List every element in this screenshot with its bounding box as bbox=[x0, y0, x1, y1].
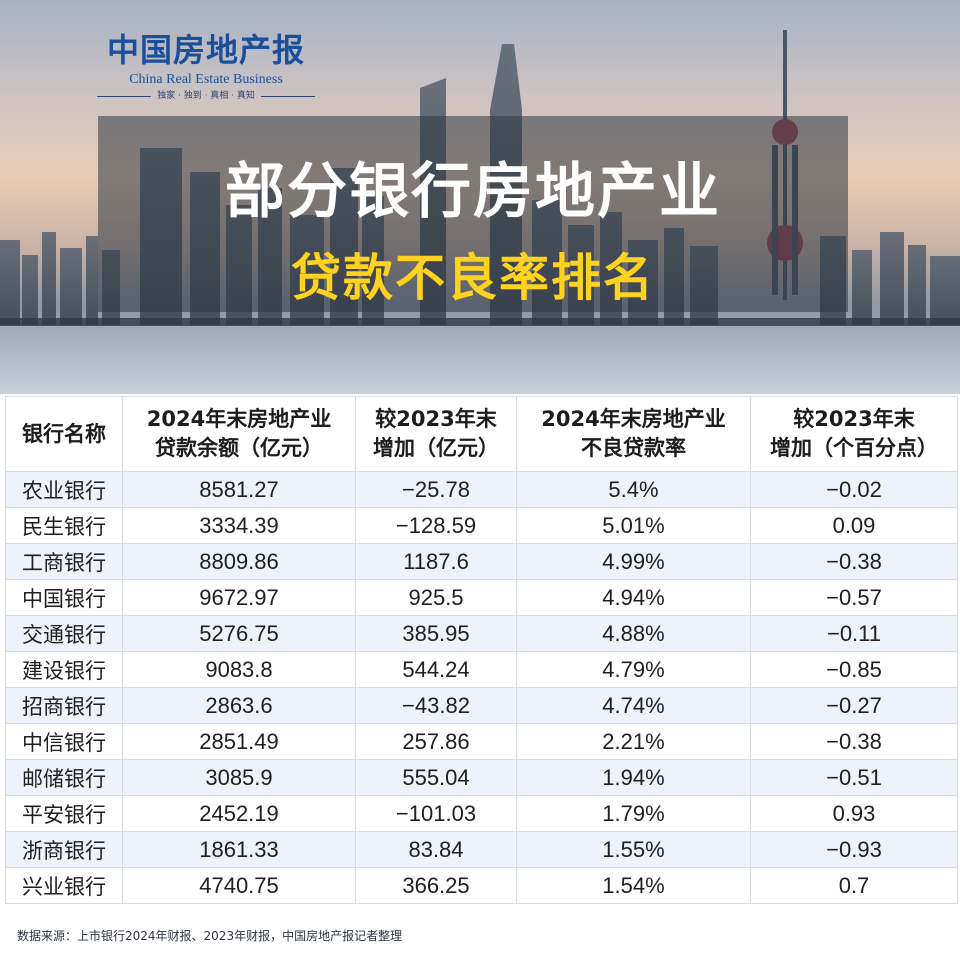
balance-change: 366.25 bbox=[355, 867, 517, 904]
npl-rate: 5.4% bbox=[516, 471, 751, 508]
balance-change: 83.84 bbox=[355, 831, 517, 868]
loan-balance: 5276.75 bbox=[122, 615, 356, 652]
column-header-npl-rate: 2024年末房地产业 不良贷款率 bbox=[516, 396, 751, 472]
loan-balance: 8809.86 bbox=[122, 543, 356, 580]
npl-rate: 1.55% bbox=[516, 831, 751, 868]
npl-rate: 1.54% bbox=[516, 867, 751, 904]
table-row: 浙商银行 1861.33 83.84 1.55% −0.93 bbox=[5, 831, 958, 868]
balance-change: 1187.6 bbox=[355, 543, 517, 580]
npl-rate: 4.74% bbox=[516, 687, 751, 724]
tagline-divider-right bbox=[260, 95, 315, 97]
brand-tagline: 独家 · 独到 · 真相 · 真知 bbox=[157, 91, 255, 101]
balance-change: 385.95 bbox=[355, 615, 517, 652]
table-row: 兴业银行 4740.75 366.25 1.54% 0.7 bbox=[5, 867, 958, 904]
rate-change: 0.93 bbox=[750, 795, 958, 832]
loan-balance: 2863.6 bbox=[122, 687, 356, 724]
loan-balance: 4740.75 bbox=[122, 867, 356, 904]
npl-ranking-table: 银行名称 2024年末房地产业 贷款余额（亿元） 较2023年末 增加（亿元） 20… bbox=[5, 396, 958, 904]
bank-name: 浙商银行 bbox=[5, 831, 123, 868]
brand-logo: 中国房地产报 China Real Estate Business 独家 · 独… bbox=[97, 30, 315, 102]
table-row: 平安银行 2452.19 −101.03 1.79% 0.93 bbox=[5, 795, 958, 832]
rate-change: −0.02 bbox=[750, 471, 958, 508]
table-row: 工商银行 8809.86 1187.6 4.99% −0.38 bbox=[5, 543, 958, 580]
npl-rate: 4.99% bbox=[516, 543, 751, 580]
rate-change: −0.93 bbox=[750, 831, 958, 868]
balance-change: 544.24 bbox=[355, 651, 517, 688]
rate-change: −0.38 bbox=[750, 723, 958, 760]
rate-change: 0.7 bbox=[750, 867, 958, 904]
balance-change: −25.78 bbox=[355, 471, 517, 508]
npl-rate: 4.88% bbox=[516, 615, 751, 652]
rate-change: −0.38 bbox=[750, 543, 958, 580]
npl-rate: 4.94% bbox=[516, 579, 751, 616]
bank-name: 中信银行 bbox=[5, 723, 123, 760]
data-source-note: 数据来源：上市银行2024年财报、2023年财报，中国房地产报记者整理 bbox=[17, 929, 403, 943]
page-title: 部分银行房地产业 bbox=[225, 157, 721, 227]
npl-rate: 1.94% bbox=[516, 759, 751, 796]
bank-name: 平安银行 bbox=[5, 795, 123, 832]
column-header-bank: 银行名称 bbox=[5, 396, 123, 472]
bank-name: 招商银行 bbox=[5, 687, 123, 724]
balance-change: 925.5 bbox=[355, 579, 517, 616]
bank-name: 邮储银行 bbox=[5, 759, 123, 796]
table-row: 农业银行 8581.27 −25.78 5.4% −0.02 bbox=[5, 471, 958, 508]
column-header-balance: 2024年末房地产业 贷款余额（亿元） bbox=[122, 396, 356, 472]
balance-change: −128.59 bbox=[355, 507, 517, 544]
npl-rate: 2.21% bbox=[516, 723, 751, 760]
bank-name: 中国银行 bbox=[5, 579, 123, 616]
loan-balance: 9083.8 bbox=[122, 651, 356, 688]
table-header-row: 银行名称 2024年末房地产业 贷款余额（亿元） 较2023年末 增加（亿元） 20… bbox=[5, 396, 958, 472]
brand-name-cn: 中国房地产报 bbox=[106, 31, 305, 69]
tagline-divider-left bbox=[97, 95, 152, 97]
rate-change: −0.57 bbox=[750, 579, 958, 616]
balance-change: 555.04 bbox=[355, 759, 517, 796]
rate-change: −0.85 bbox=[750, 651, 958, 688]
balance-change: 257.86 bbox=[355, 723, 517, 760]
bank-name: 工商银行 bbox=[5, 543, 123, 580]
table-row: 招商银行 2863.6 −43.82 4.74% −0.27 bbox=[5, 687, 958, 724]
loan-balance: 8581.27 bbox=[122, 471, 356, 508]
brand-name-en: China Real Estate Business bbox=[129, 72, 283, 87]
rate-change: −0.51 bbox=[750, 759, 958, 796]
bank-name: 兴业银行 bbox=[5, 867, 123, 904]
balance-change: −101.03 bbox=[355, 795, 517, 832]
loan-balance: 2452.19 bbox=[122, 795, 356, 832]
rate-change: −0.27 bbox=[750, 687, 958, 724]
loan-balance: 3085.9 bbox=[122, 759, 356, 796]
npl-rate: 1.79% bbox=[516, 795, 751, 832]
loan-balance: 9672.97 bbox=[122, 579, 356, 616]
table-row: 建设银行 9083.8 544.24 4.79% −0.85 bbox=[5, 651, 958, 688]
table-row: 中信银行 2851.49 257.86 2.21% −0.38 bbox=[5, 723, 958, 760]
bank-name: 建设银行 bbox=[5, 651, 123, 688]
brand-tagline-row: 独家 · 独到 · 真相 · 真知 bbox=[97, 90, 315, 102]
loan-balance: 1861.33 bbox=[122, 831, 356, 868]
hero-banner: 中国房地产报 China Real Estate Business 独家 · 独… bbox=[0, 0, 960, 394]
table-row: 邮储银行 3085.9 555.04 1.94% −0.51 bbox=[5, 759, 958, 796]
rate-change: 0.09 bbox=[750, 507, 958, 544]
bank-name: 民生银行 bbox=[5, 507, 123, 544]
balance-change: −43.82 bbox=[355, 687, 517, 724]
npl-rate: 4.79% bbox=[516, 651, 751, 688]
rate-change: −0.11 bbox=[750, 615, 958, 652]
page-subtitle: 贷款不良率排名 bbox=[291, 249, 655, 307]
column-header-balance-change: 较2023年末 增加（亿元） bbox=[355, 396, 517, 472]
bank-name: 农业银行 bbox=[5, 471, 123, 508]
loan-balance: 3334.39 bbox=[122, 507, 356, 544]
title-panel bbox=[98, 116, 848, 312]
npl-rate: 5.01% bbox=[516, 507, 751, 544]
table-row: 交通银行 5276.75 385.95 4.88% −0.11 bbox=[5, 615, 958, 652]
bank-name: 交通银行 bbox=[5, 615, 123, 652]
column-header-rate-change: 较2023年末 增加（个百分点） bbox=[750, 396, 958, 472]
table-row: 中国银行 9672.97 925.5 4.94% −0.57 bbox=[5, 579, 958, 616]
table-row: 民生银行 3334.39 −128.59 5.01% 0.09 bbox=[5, 507, 958, 544]
loan-balance: 2851.49 bbox=[122, 723, 356, 760]
